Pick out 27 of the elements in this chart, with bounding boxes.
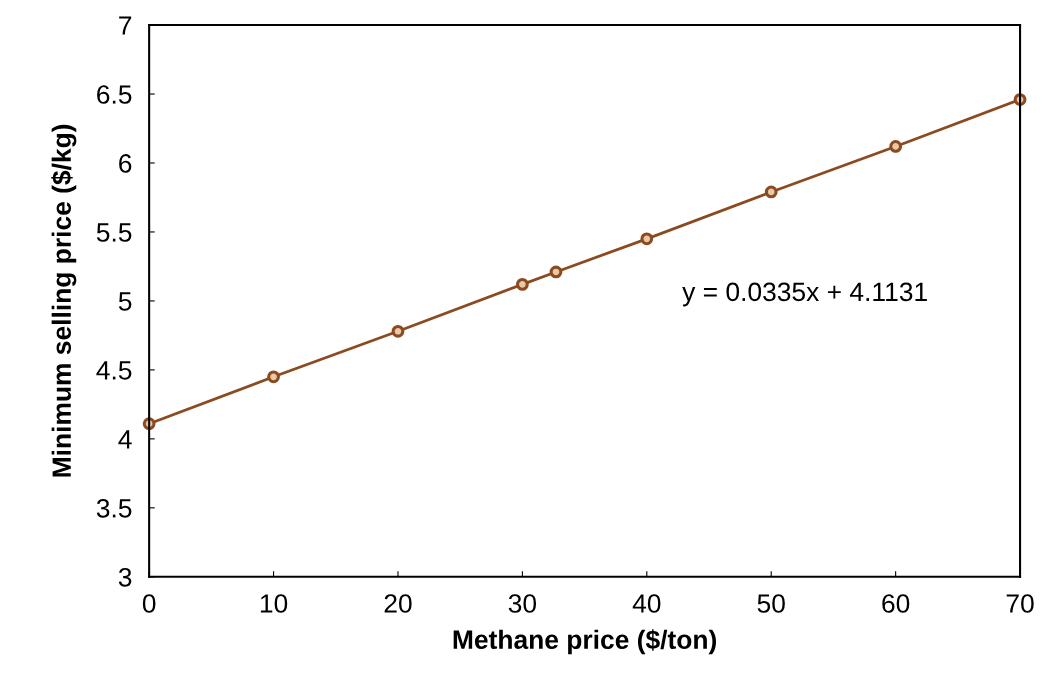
- point: [764, 185, 778, 199]
- x-tick-label: 60: [882, 594, 910, 613]
- x-tick-label: 50: [757, 594, 785, 613]
- point: [549, 265, 563, 279]
- x-tick-label: 0: [142, 594, 156, 613]
- point: [889, 140, 903, 153]
- point: [391, 324, 405, 338]
- x-tick-label: 70: [1006, 594, 1034, 613]
- y-tick-label: 4: [118, 430, 132, 449]
- y-tick-label: 6.5: [97, 85, 132, 104]
- point: [267, 370, 280, 384]
- y-tick-label: 3.5: [96, 498, 132, 518]
- annotation: y = 0.0335x + 4.1131: [682, 282, 927, 307]
- x-axis-title: Methane price ($/ton): [453, 629, 716, 655]
- y-tick-label: 5.5: [96, 223, 132, 242]
- y-tick-label: 6: [119, 154, 132, 173]
- x-tick-label: 10: [260, 594, 288, 613]
- x-tick-label: 20: [384, 594, 412, 613]
- point: [516, 277, 529, 291]
- x-tick-label: 40: [632, 594, 661, 613]
- y-tick-label: 3: [118, 567, 132, 587]
- x-tick-label: 30: [508, 594, 537, 613]
- y-tick-label: 4.5: [96, 361, 132, 380]
- point: [640, 232, 654, 246]
- y-axis-title: Minimum selling price ($/kg): [51, 124, 77, 477]
- y-tick-label: 7: [119, 16, 132, 35]
- y-tick-label: 5: [118, 292, 132, 311]
